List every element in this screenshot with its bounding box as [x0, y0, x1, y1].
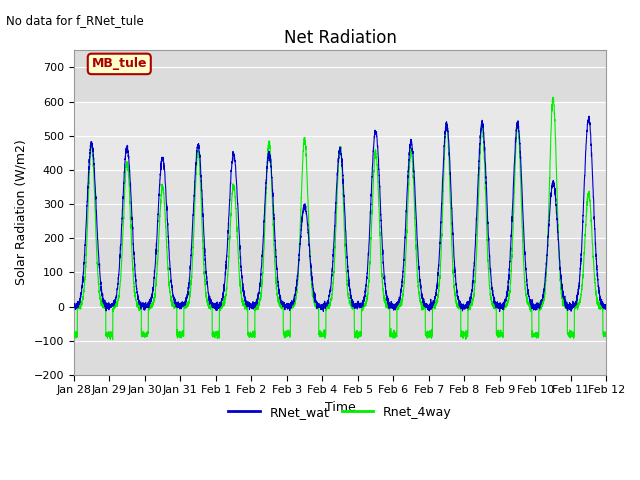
Bar — [74, 170, 606, 238]
Text: MB_tule: MB_tule — [92, 58, 147, 71]
Bar — [74, 102, 606, 170]
X-axis label: Time: Time — [324, 401, 355, 414]
Y-axis label: Solar Radiation (W/m2): Solar Radiation (W/m2) — [15, 140, 28, 286]
Legend: RNet_wat, Rnet_4way: RNet_wat, Rnet_4way — [223, 401, 457, 424]
Title: Net Radiation: Net Radiation — [284, 29, 397, 48]
Text: No data for f_RNet_tule: No data for f_RNet_tule — [6, 14, 144, 27]
